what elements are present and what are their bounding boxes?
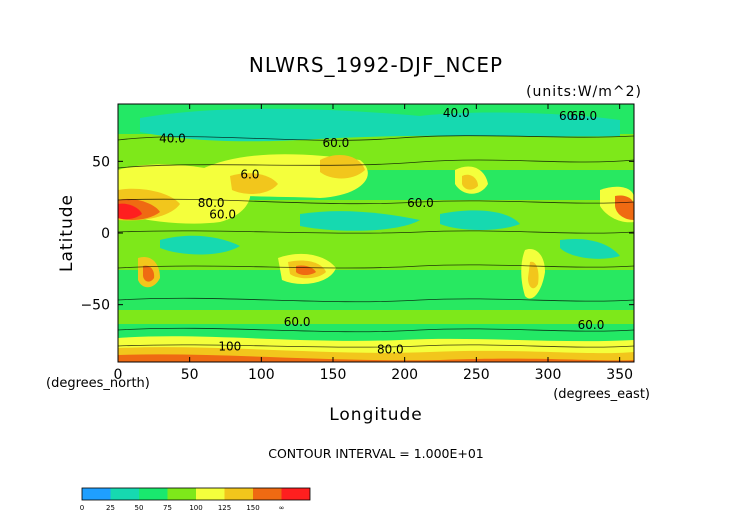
contour-label: 60.0 — [209, 208, 236, 222]
contour-label: 60.0 — [407, 196, 434, 210]
contour-labels: 40.040.060.065.060.060.080.060.06.060.0 6… — [159, 106, 605, 356]
field-midlat-south — [118, 270, 634, 310]
field-teal-patch-4 — [560, 238, 620, 259]
colorbar-tick-label: 75 — [163, 504, 172, 512]
field-safrica-core — [143, 265, 155, 282]
colorbar-tick-label: 150 — [246, 504, 259, 512]
contour-label: 40.0 — [159, 132, 186, 146]
colorbar-swatch — [253, 488, 282, 500]
x-tick-label: 350 — [606, 367, 633, 383]
colorbar-swatch — [224, 488, 253, 500]
colorbar-swatch — [110, 488, 139, 500]
x-tick-label: 300 — [535, 367, 562, 383]
contour-label: 60.0 — [578, 318, 605, 332]
contour-label: 65.0 — [570, 109, 597, 123]
x-axis-label: Longitude — [329, 405, 423, 425]
field-arctic-teal — [140, 108, 620, 142]
x-tick-label: 50 — [181, 367, 199, 383]
contour-label: 40.0 — [443, 106, 470, 120]
axis-ticks: 0 50 100 150 200 250 300 350 50 0 −50 — [80, 104, 634, 383]
units-label: (units:W/m^2) — [526, 84, 642, 100]
contour-interval-note: CONTOUR INTERVAL = 1.000E+01 — [268, 446, 484, 461]
contour-label: 60.0 — [559, 109, 586, 123]
contour-label: 100 — [218, 340, 241, 354]
colorbar: 0 25 50 75 100 125 150 ∞ — [80, 487, 311, 512]
colorbar-swatch — [281, 488, 310, 500]
chart-title: NLWRS_1992-DJF_NCEP — [249, 53, 503, 77]
field-teal-patch-2 — [440, 210, 520, 230]
field-teal-patch-1 — [300, 211, 420, 231]
y-axis-label: Latitude — [57, 194, 77, 272]
colorbar-tick-label: ∞ — [279, 504, 285, 512]
heatmap-field — [118, 104, 634, 362]
field-samerica-core — [528, 261, 539, 289]
y-unit-label: (degrees_north) — [46, 376, 150, 391]
x-tick-label: 150 — [320, 367, 347, 383]
contour-label: 6.0 — [240, 168, 259, 182]
field-eastedge-core — [615, 195, 634, 220]
colorbar-swatch — [139, 488, 168, 500]
colorbar-tick-label: 50 — [135, 504, 144, 512]
contour-label: 60.0 — [323, 136, 350, 150]
field-sahara-max — [118, 203, 142, 220]
contour-label: 80.0 — [377, 342, 404, 356]
field-antarctic-peak — [118, 354, 634, 362]
x-tick-label: 0 — [114, 367, 123, 383]
x-unit-label: (degrees_east) — [553, 387, 650, 402]
x-tick-label: 200 — [391, 367, 418, 383]
field-tibet — [320, 155, 365, 179]
x-tick-label: 100 — [248, 367, 275, 383]
colorbar-tick-label: 100 — [189, 504, 202, 512]
colorbar-tick-label: 25 — [106, 504, 115, 512]
colorbar-tick-label: 0 — [80, 504, 84, 512]
contour-lines — [118, 135, 634, 348]
field-namerica-core — [462, 174, 478, 190]
contour-label: 80.0 — [198, 196, 225, 210]
field-teal-patch-3 — [160, 235, 240, 255]
colorbar-tick-label: 125 — [218, 504, 231, 512]
contour-label: 60.0 — [284, 315, 311, 329]
y-tick-label: 0 — [101, 226, 110, 242]
colorbar-swatch — [167, 488, 196, 500]
y-tick-label: 50 — [92, 154, 110, 170]
colorbar-swatch — [82, 488, 111, 500]
y-tick-label: −50 — [80, 298, 110, 314]
field-asia-core — [230, 173, 278, 194]
x-tick-label: 250 — [463, 367, 490, 383]
colorbar-frame — [81, 487, 311, 501]
colorbar-swatch — [196, 488, 225, 500]
